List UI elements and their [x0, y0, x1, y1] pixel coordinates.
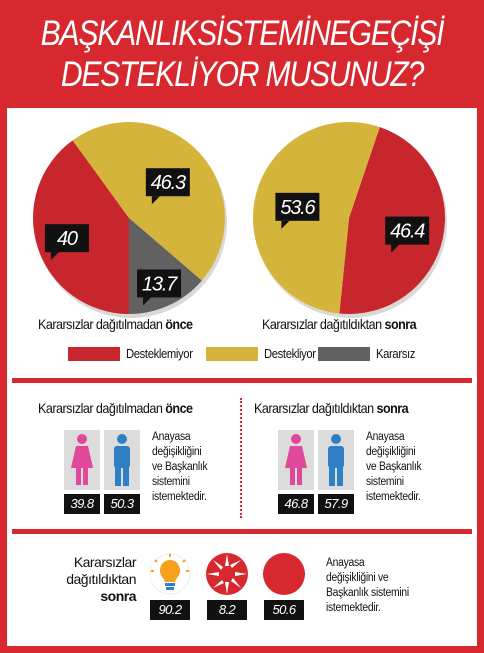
pie-caption-after-text: Kararsızlar dağıtıldıktan: [262, 316, 385, 332]
male-value-after: 57.9: [318, 494, 354, 514]
svg-text:46.4: 46.4: [390, 221, 425, 243]
legend-swatch-kararsiz: [318, 347, 370, 361]
legend-swatch-destekliyor: [206, 347, 258, 361]
gender-heading-before-bold: önce: [165, 400, 193, 416]
gender-heading-before: Kararsızlar dağıtılmadan önce: [38, 400, 193, 416]
pie-caption-after-bold: sonra: [384, 316, 417, 332]
pie-data-label: 53.6: [275, 192, 320, 229]
desc-line: Başkanlık sistemini: [326, 587, 409, 599]
desc-line: istemektedir.: [326, 602, 381, 614]
gender-heading-before-text: Kararsızlar dağıtılmadan: [38, 400, 166, 416]
legend-swatch-desteklemiyor: [68, 347, 120, 361]
legend-label-destekliyor: Destekliyor: [264, 347, 316, 361]
chp-logo-icon: [206, 553, 248, 595]
male-bar-bg-after: [318, 430, 354, 490]
desc-line: Anayasa: [152, 431, 191, 443]
party-heading: Kararsızlar dağıtıldıktan sonra: [40, 554, 136, 605]
pie-data-label: 46.4: [385, 216, 430, 253]
desc-line: Anayasa: [366, 431, 405, 443]
male-value-before: 50.3: [104, 494, 140, 514]
legend-label-desteklemiyor: Desteklemiyor: [126, 347, 193, 361]
vertical-divider: [240, 398, 242, 518]
akp-value: 90.2: [150, 600, 190, 620]
title-line-2: DESTEKLİYOR MUSUNUZ?: [60, 55, 424, 94]
pie-caption-before: Kararsızlar dağıtılmadan önce: [38, 316, 193, 332]
male-icon: [328, 434, 344, 486]
pie-caption-before-text: Kararsızlar dağıtılmadan: [38, 316, 166, 332]
chp-value: 8.2: [207, 600, 247, 620]
desc-line: değişikliğini ve: [326, 572, 389, 584]
desc-line: istemektedir.: [366, 491, 421, 503]
svg-text:13.7: 13.7: [142, 273, 178, 295]
desc-line: sistemini: [366, 476, 404, 488]
mhp-value: 50.6: [264, 600, 304, 620]
female-value-before: 39.8: [64, 494, 100, 514]
desc-line: ve Başkanlık: [152, 461, 208, 473]
pie-caption-before-bold: önce: [165, 316, 193, 332]
gender-heading-after-text: Kararsızlar dağıtıldıktan: [254, 400, 377, 416]
gender-description-after: Anayasa değişikliğini ve Başkanlık siste…: [366, 430, 422, 505]
female-bar-bg-before: [64, 430, 100, 490]
desc-line: istemektedir.: [152, 491, 207, 503]
party-heading-line-1: Kararsızlar: [73, 554, 137, 570]
desc-line: ve Başkanlık: [366, 461, 422, 473]
pie-slice-destekliyor: [72, 121, 226, 281]
pie-chart-after: 46.4 53.6: [253, 122, 447, 318]
female-value-after: 46.8: [278, 494, 314, 514]
title-line-1: BAŞKANLIKSİSTEMİNEGEÇİŞİ: [40, 14, 445, 53]
pie-data-label: 13.7: [137, 269, 182, 306]
desc-line: Anayasa: [326, 557, 365, 569]
svg-text:40: 40: [57, 228, 78, 250]
party-heading-line-3: sonra: [100, 588, 136, 604]
party-description: Anayasa değişikliğini ve Başkanlık siste…: [326, 556, 409, 616]
legend-label-kararsiz: Kararsız: [376, 347, 416, 361]
desc-line: değişikliğini: [366, 446, 416, 458]
akp-logo-icon: [149, 553, 191, 595]
female-icon: [285, 434, 307, 485]
gender-heading-after-bold: sonra: [376, 400, 409, 416]
female-icon: [71, 434, 93, 485]
separator-2: [12, 529, 472, 534]
gender-description-before: Anayasa değişikliğini ve Başkanlık siste…: [152, 430, 208, 505]
separator-1: [12, 378, 472, 383]
pie-data-label: 40: [44, 224, 89, 261]
mhp-logo-icon: [263, 553, 305, 595]
header-banner: BAŞKANLIKSİSTEMİNEGEÇİŞİ DESTEKLİYOR MUS…: [0, 0, 484, 108]
male-icon: [114, 434, 130, 486]
party-heading-line-2: dağıtıldıktan: [66, 571, 136, 587]
pie-chart-before: 40 46.3 13.7: [32, 121, 227, 318]
desc-line: sistemini: [152, 476, 190, 488]
svg-text:53.6: 53.6: [280, 197, 316, 219]
desc-line: değişikliğini: [152, 446, 202, 458]
pie-caption-after: Kararsızlar dağıtıldıktan sonra: [262, 316, 417, 332]
svg-text:46.3: 46.3: [151, 172, 186, 194]
female-bar-bg-after: [278, 430, 314, 490]
male-bar-bg-before: [104, 430, 140, 490]
pie-data-label: 46.3: [145, 168, 190, 205]
gender-heading-after: Kararsızlar dağıtıldıktan sonra: [254, 400, 409, 416]
